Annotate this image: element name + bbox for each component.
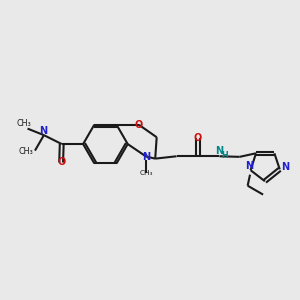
- Text: N: N: [215, 146, 223, 156]
- Text: CH₃: CH₃: [140, 170, 153, 176]
- Text: N: N: [281, 162, 289, 172]
- Text: N: N: [245, 161, 253, 171]
- Text: N: N: [142, 152, 150, 161]
- Text: CH₃: CH₃: [16, 119, 32, 128]
- Text: O: O: [135, 120, 143, 130]
- Text: H: H: [221, 151, 228, 160]
- Text: O: O: [57, 158, 65, 167]
- Text: N: N: [39, 126, 47, 136]
- Text: O: O: [194, 133, 202, 143]
- Text: CH₃: CH₃: [19, 147, 33, 156]
